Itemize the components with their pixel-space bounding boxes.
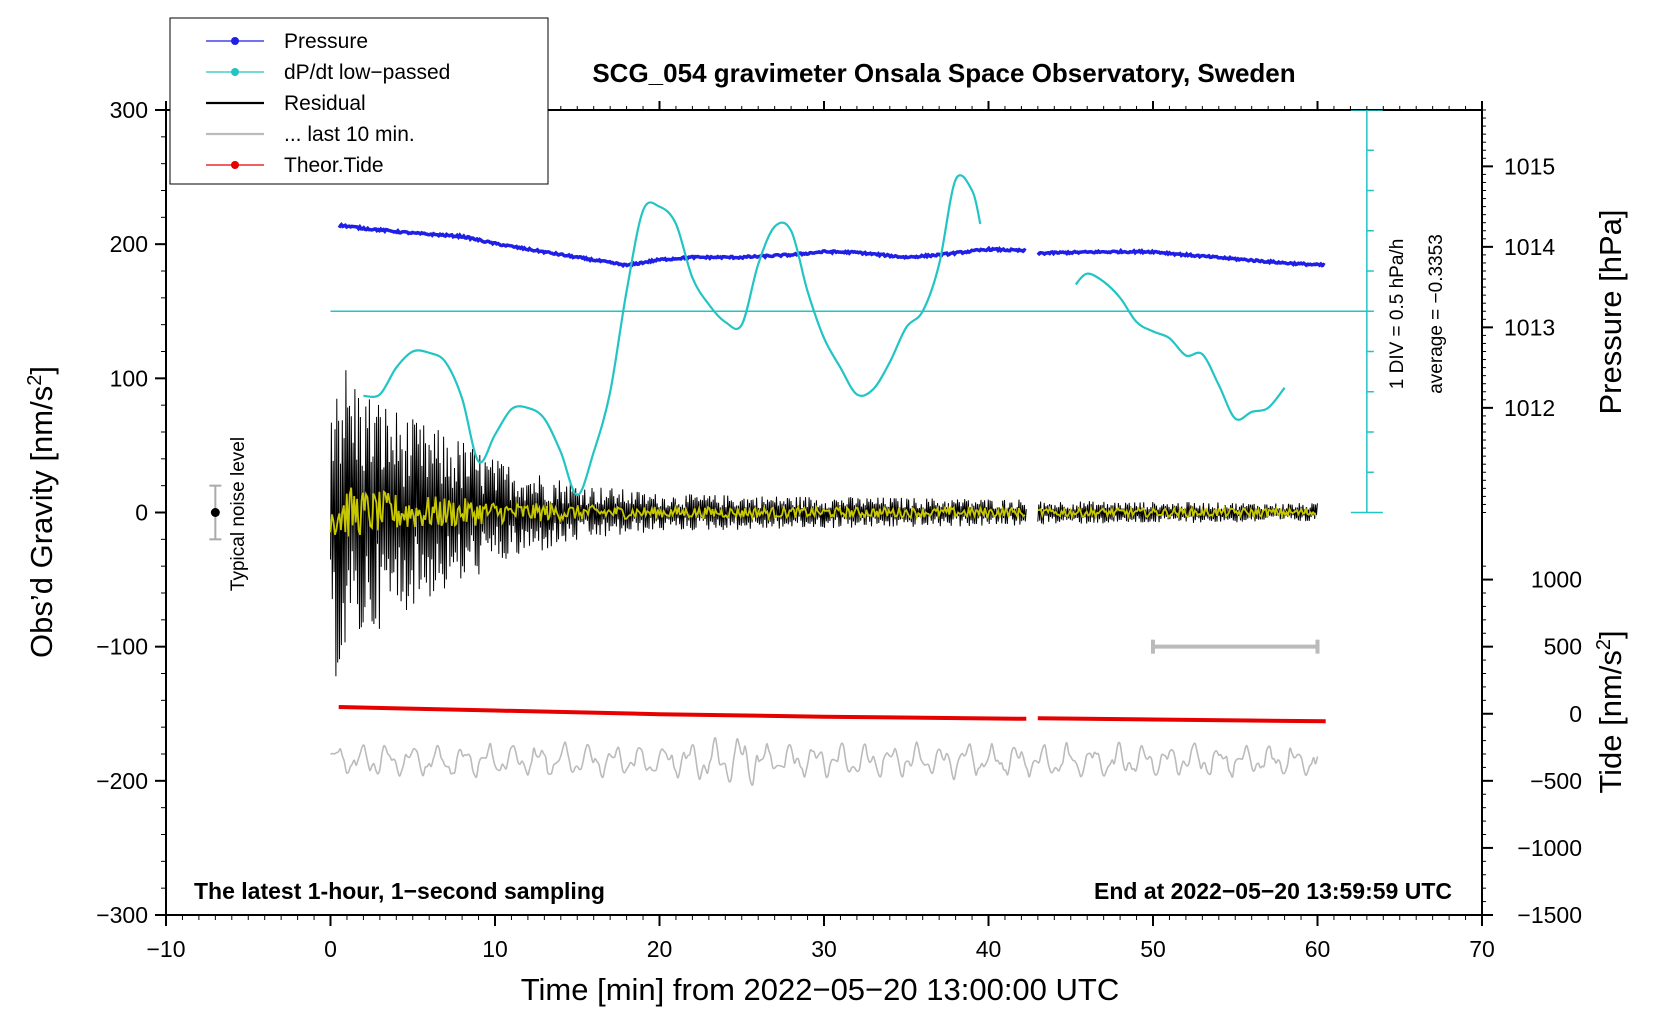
noise-bar-dot [210,508,220,517]
residual-lowpass-line [1037,505,1317,521]
y-tick-label: 300 [110,97,148,123]
legend-label: dP/dt low−passed [284,61,450,84]
y-left-axis-title: Obs’d Gravity [nm/s2] [24,366,59,658]
tide-title-sup: 2 [1593,639,1615,650]
dpdt-reference [330,110,1383,514]
end-time-note: End at 2022−05−20 13:59:59 UTC [1094,878,1452,904]
y-tick-label: 100 [110,365,148,391]
extras-layer [209,484,1320,654]
y-left-title-tail: ] [24,366,59,375]
tide-layer [338,705,1326,724]
x-tick-label: 30 [811,936,837,962]
dpdt-line [1074,272,1286,421]
x-tick-label: 0 [324,936,337,962]
y-tick-label: −300 [96,902,148,928]
tide-line [1037,716,1326,724]
x-tick-label: 70 [1469,936,1495,962]
last-10-min-layer [330,737,1319,787]
dpdt-line [363,174,982,497]
pressure-tick-label: 1014 [1504,234,1555,260]
x-tick-label: 40 [976,936,1002,962]
y-left-title-main: Obs’d Gravity [nm/s [24,386,59,658]
chart-title: SCG_054 gravimeter Onsala Space Observat… [592,58,1295,88]
last-10-min-line [330,737,1319,787]
y-left-title-sup: 2 [24,375,46,386]
x-tick-label: −10 [146,936,185,962]
tide-axis: 1000 500 0 −500 −1000 −1500 [1482,565,1582,928]
residual-lowpass-line [329,487,1026,537]
pressure-tick-label: 1012 [1504,395,1555,421]
noise-level-label: Typical noise level [228,437,249,591]
tide-tick-label: 0 [1569,701,1582,727]
x-axis: −10 0 10 20 30 40 50 60 70 [146,101,1495,962]
x-axis-title: Time [min] from 2022−05−20 13:00:00 UTC [521,972,1120,1007]
tide-title-tail: ] [1593,630,1628,639]
legend-label: Pressure [284,30,368,53]
tide-tick-label: −1000 [1517,835,1582,861]
legend-box [169,17,549,185]
tide-tick-label: −1500 [1517,902,1582,928]
legend: Pressure dP/dt low−passed Residual ... last… [169,17,549,185]
y-left-axis: 300 200 100 0 −100 −200 −300 [96,97,166,928]
legend-label: Theor.Tide [284,154,384,177]
y-tick-label: 0 [135,500,148,526]
y-tick-label: 200 [110,231,148,257]
x-tick-label: 60 [1305,936,1331,962]
tide-line [338,705,1027,721]
y-tick-label: −100 [96,634,148,660]
x-tick-label: 20 [647,936,673,962]
residual-layer [329,370,1318,677]
tide-axis-title: Tide [nm/s2] [1593,630,1628,793]
sampling-note: The latest 1-hour, 1−second sampling [194,878,605,904]
dpdt-layer [363,174,1286,497]
x-tick-label: 50 [1140,936,1166,962]
x-tick-label: 10 [482,936,508,962]
legend-label: Residual [284,92,366,115]
tide-tick-label: −500 [1530,768,1582,794]
pressure-axis: 1015 1014 1013 1012 [1482,109,1555,513]
legend-marker [231,161,239,169]
pressure-tick-label: 1013 [1504,314,1555,340]
dpdt-average-label: average = −0.3353 [1426,234,1447,394]
legend-marker [231,37,239,45]
pressure-line [337,221,1027,269]
tide-tick-label: 1000 [1531,567,1582,593]
tide-title-main: Tide [nm/s [1593,650,1628,794]
y-tick-label: −200 [96,768,148,794]
pressure-layer [337,221,1326,269]
legend-marker [231,68,239,76]
legend-label: ... last 10 min. [284,123,415,146]
dpdt-div-label: 1 DIV = 0.5 hPa/h [1387,239,1408,390]
residual-line [330,370,1027,677]
pressure-axis-title: Pressure [hPa] [1593,209,1628,414]
plot-layers [209,110,1383,787]
pressure-line [1036,247,1326,268]
tide-tick-label: 500 [1544,634,1582,660]
pressure-tick-label: 1015 [1504,153,1555,179]
